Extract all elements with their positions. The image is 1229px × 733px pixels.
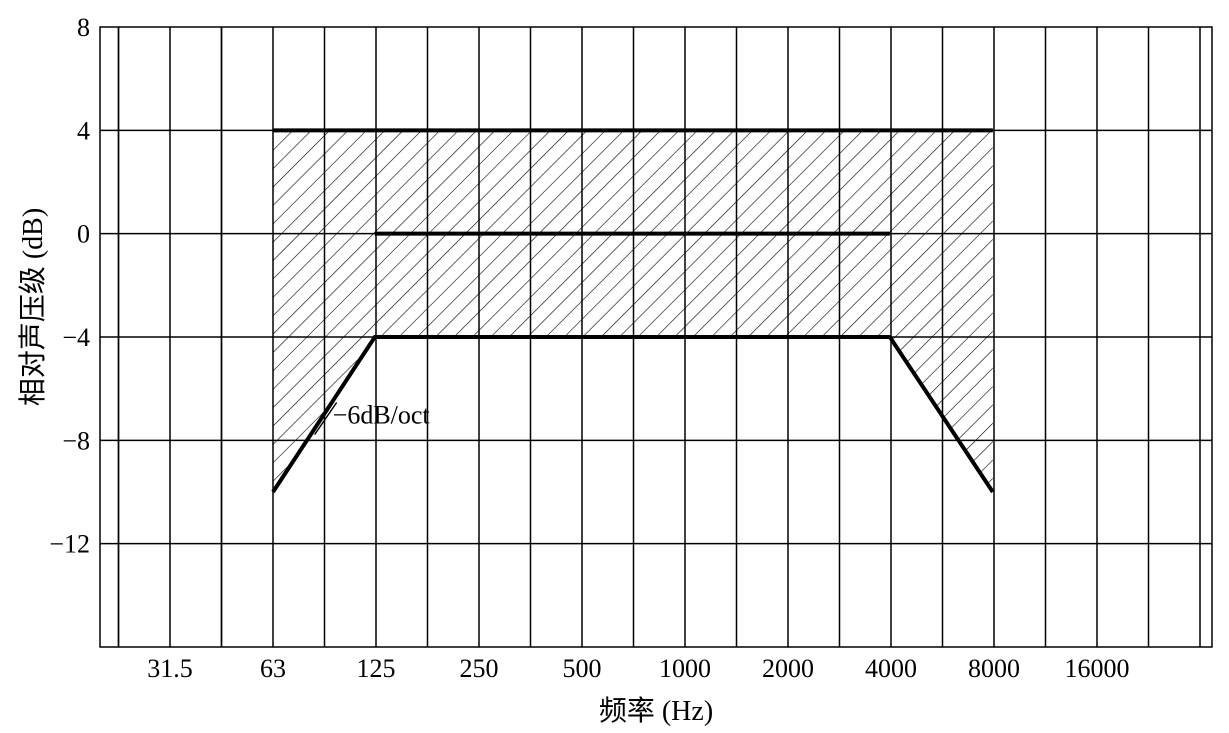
- y-tick-label-4: −8: [62, 426, 90, 455]
- y-tick-label-5: −12: [49, 530, 90, 559]
- y-tick-label-3: −4: [62, 323, 90, 352]
- x-tick-label-8: 8000: [968, 654, 1020, 683]
- x-tick-label-6: 2000: [762, 654, 814, 683]
- x-tick-label-1: 63: [260, 654, 286, 683]
- y-tick-label-1: 4: [77, 116, 90, 145]
- x-axis-title: 频率 (Hz): [599, 695, 713, 727]
- series-line-2: [271, 335, 995, 494]
- x-tick-label-2: 125: [357, 654, 396, 683]
- x-tick-label-9: 16000: [1065, 654, 1130, 683]
- x-tick-label-4: 500: [563, 654, 602, 683]
- y-tick-label-0: 8: [77, 13, 90, 42]
- slope-annotation: −6dB/oct: [333, 401, 431, 430]
- y-tick-labels: 8 4 0 −4 −8 −12: [49, 13, 90, 559]
- x-tick-label-0: 31.5: [147, 654, 193, 683]
- x-tick-labels: 31.5 63 125 250 500 1000 2000 4000 8000 16000: [147, 654, 1129, 683]
- x-tick-label-5: 1000: [659, 654, 711, 683]
- y-tick-label-2: 0: [77, 220, 90, 249]
- x-tick-label-3: 250: [460, 654, 499, 683]
- x-tick-label-7: 4000: [865, 654, 917, 683]
- y-axis-title: 相对声压级 (dB): [17, 208, 49, 406]
- series-lines: [271, 128, 995, 494]
- annotation-leader: [314, 402, 338, 435]
